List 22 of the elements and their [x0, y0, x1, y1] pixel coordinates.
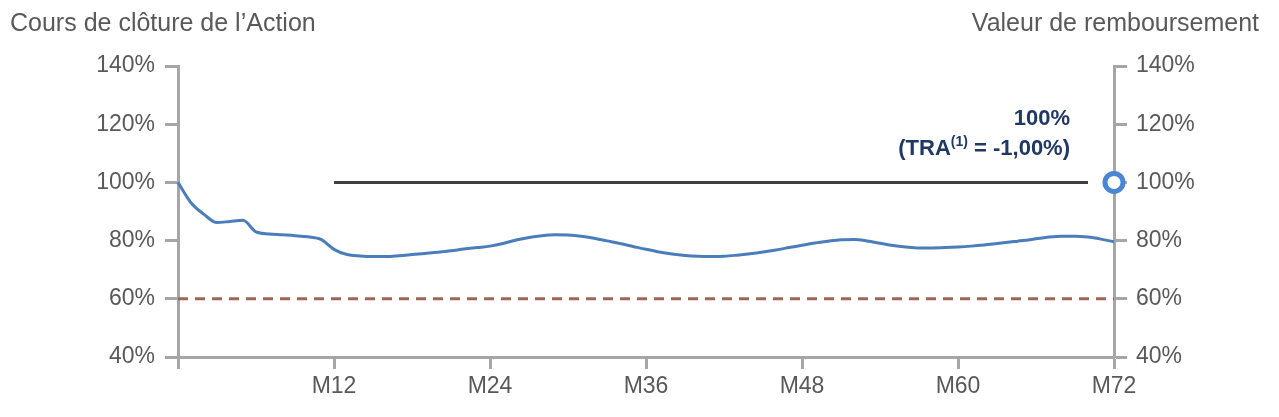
y-tick-label: 140% — [96, 51, 155, 78]
annotation: 100% — [1013, 105, 1071, 130]
x-tick-label: M60 — [935, 372, 981, 399]
y2-tick-label: 120% — [1136, 109, 1195, 136]
y2-tick-label: 80% — [1136, 225, 1183, 252]
x-tick-label: M12 — [311, 372, 357, 399]
x-tick-label: M24 — [467, 372, 513, 399]
y-tick-label: 40% — [108, 342, 155, 369]
x-tick-label: M48 — [779, 372, 825, 399]
y2-tick-label: 60% — [1136, 284, 1183, 311]
y2-tick-label: 140% — [1136, 51, 1195, 78]
y-tick-label: 60% — [108, 284, 155, 311]
y-tick-label: 100% — [96, 167, 155, 194]
y-tick-label: 120% — [96, 109, 155, 136]
line-series — [176, 180, 1116, 259]
y2-tick-label: 100% — [1136, 167, 1195, 194]
x-tick-label: M72 — [1091, 372, 1137, 399]
y-tick-label: 80% — [108, 225, 155, 252]
y2-tick-label: 40% — [1136, 342, 1183, 369]
x-tick-label: M36 — [623, 372, 669, 399]
y2-axis-title: Valeur de remboursement — [971, 8, 1259, 36]
y-axis-title: Cours de clôture de l’Action — [10, 8, 316, 36]
